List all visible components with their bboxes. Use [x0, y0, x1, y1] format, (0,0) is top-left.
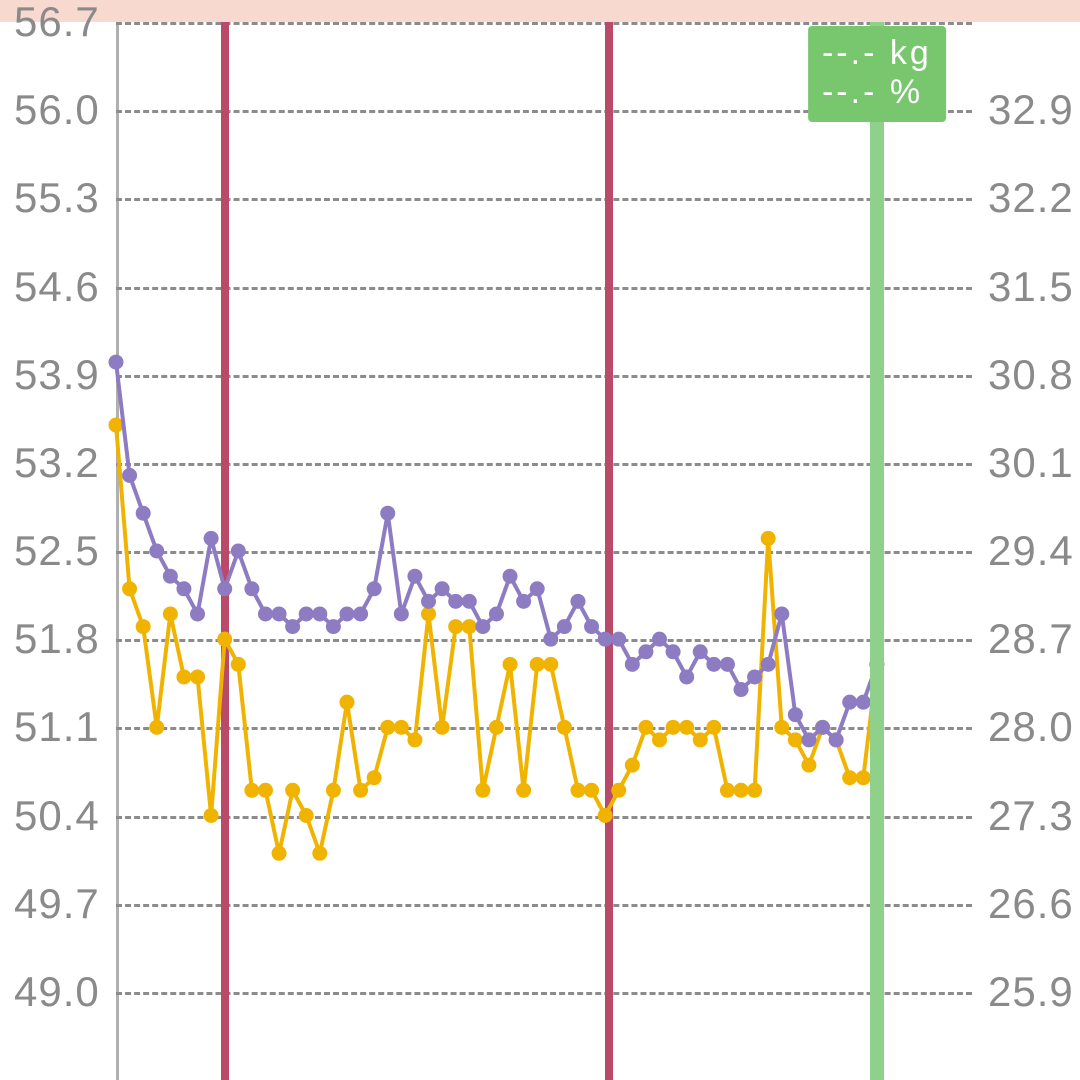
chart-frame: 56.7 56.0 55.3 54.6 53.9 53.2 52.5 51.8 51.1 50.4…: [0, 0, 1080, 1080]
y-right-tick-label: 32.2: [988, 174, 1074, 222]
y-left-tick-label: 55.3: [14, 174, 100, 222]
y-right-tick-label: 25.9: [988, 968, 1074, 1016]
y-right-tick-label: 26.6: [988, 880, 1074, 928]
y-right-tick-label: 32.9: [988, 86, 1074, 134]
y-left-tick-label: 53.2: [14, 439, 100, 487]
y-left-tick-label: 50.4: [14, 792, 100, 840]
y-right-tick-label: 30.1: [988, 439, 1074, 487]
y-right-tick-label: 28.7: [988, 615, 1074, 663]
y-right-tick-label: 28.0: [988, 703, 1074, 751]
y-left-tick-label: 52.5: [14, 527, 100, 575]
y-left-tick-label: 53.9: [14, 351, 100, 399]
y-left-tick-label: 56.0: [14, 86, 100, 134]
y-left-tick-label: 56.7: [14, 0, 100, 46]
top-decorative-border: [0, 0, 1080, 22]
cursor-line[interactable]: [870, 22, 884, 1080]
tooltip-weight-value: --.- kg: [822, 34, 932, 73]
y-right-tick-label: 29.4: [988, 527, 1074, 575]
y-right-tick-label: 30.8: [988, 351, 1074, 399]
y-right-tick-label: 27.3: [988, 792, 1074, 840]
y-left-tick-label: 49.0: [14, 968, 100, 1016]
tooltip-bodyfat-value: --.- %: [822, 73, 932, 112]
y-left-tick-label: 54.6: [14, 263, 100, 311]
y-left-tick-label: 49.7: [14, 880, 100, 928]
y-left-tick-label: 51.1: [14, 703, 100, 751]
y-left-tick-label: 51.8: [14, 615, 100, 663]
cursor-tooltip: --.- kg--.- %: [808, 26, 946, 122]
plot-area[interactable]: 56.756.055.354.653.953.252.551.851.150.4…: [116, 22, 972, 1080]
y-right-tick-label: 31.5: [988, 263, 1074, 311]
weight-series: [116, 22, 972, 1080]
